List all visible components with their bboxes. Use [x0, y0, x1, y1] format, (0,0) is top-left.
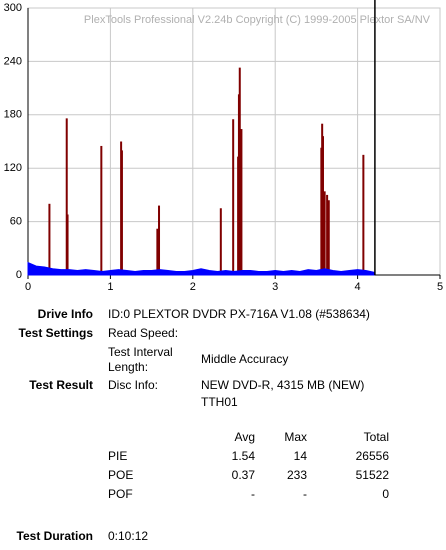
bar — [323, 191, 326, 275]
row-label: PIE — [108, 449, 127, 463]
label: Drive Info — [38, 307, 93, 321]
table-header: Max — [284, 430, 307, 444]
table-header: Total — [364, 430, 389, 444]
bar — [65, 118, 68, 275]
cell: 233 — [287, 468, 307, 482]
y-tick-label: 180 — [4, 109, 22, 121]
x-tick-label: 2 — [190, 281, 196, 293]
value: ID:0 PLEXTOR DVDR PX-716A V1.08 (#538634… — [108, 307, 370, 321]
table-header: Avg — [235, 430, 255, 444]
cell: 0 — [382, 487, 389, 501]
value: Test Interval — [108, 345, 173, 359]
value: Middle Accuracy — [201, 352, 288, 366]
bar — [120, 150, 123, 275]
row-label: POF — [108, 487, 133, 501]
bar — [362, 154, 365, 275]
bar — [240, 129, 243, 275]
x-tick-label: 3 — [272, 281, 278, 293]
x-tick-label: 1 — [107, 281, 113, 293]
bar — [238, 67, 241, 275]
value: 0:10:12 — [108, 529, 148, 543]
x-tick-label: 0 — [25, 281, 31, 293]
bar — [48, 203, 51, 275]
row-label: POE — [108, 468, 133, 482]
cell: 26556 — [356, 449, 390, 463]
bar — [232, 119, 235, 275]
y-tick-label: 0 — [16, 269, 22, 281]
cell: - — [251, 487, 255, 501]
cell: 1.54 — [232, 449, 256, 463]
label: Test Result — [29, 378, 93, 392]
value: Length: — [108, 360, 148, 374]
label: Test Duration — [17, 529, 93, 543]
x-tick-label: 5 — [437, 281, 443, 293]
bar — [158, 205, 161, 275]
bar — [327, 200, 330, 275]
y-tick-label: 60 — [10, 216, 22, 228]
bar — [156, 228, 159, 275]
label: Test Settings — [19, 326, 94, 340]
x-tick-label: 4 — [355, 281, 361, 293]
y-tick-label: 300 — [4, 2, 22, 14]
cell: 14 — [294, 449, 308, 463]
cell: 0.37 — [232, 468, 256, 482]
y-tick-label: 240 — [4, 55, 22, 67]
bar — [321, 136, 324, 275]
bar — [66, 214, 69, 275]
y-tick-label: 120 — [4, 162, 22, 174]
watermark: PlexTools Professional V2.24b Copyright … — [84, 14, 431, 26]
bar — [219, 208, 222, 275]
cell: - — [303, 487, 307, 501]
bar — [326, 194, 329, 275]
cell: 51522 — [356, 468, 390, 482]
value: Disc Info: — [108, 378, 158, 392]
area — [27, 261, 375, 276]
value: Read Speed: — [108, 326, 178, 340]
value: TTH01 — [201, 395, 238, 409]
bar — [100, 145, 103, 275]
value: NEW DVD-R, 4315 MB (NEW) — [201, 378, 364, 392]
